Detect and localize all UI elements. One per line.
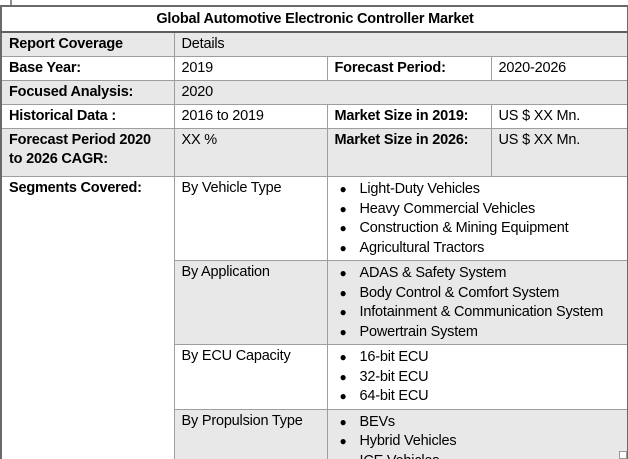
bullet-icon: ● bbox=[339, 182, 347, 196]
historical-data-value: 2016 to 2019 bbox=[173, 104, 328, 129]
bullet-icon: ● bbox=[339, 221, 347, 235]
list-item: ● Construction & Mining Equipment bbox=[335, 219, 622, 239]
bullet-icon: ● bbox=[339, 240, 347, 255]
report-coverage-label: Report Coverage bbox=[0, 31, 175, 57]
list-item: ● Light-Duty Vehicles bbox=[335, 180, 622, 200]
list-item: ● ADAS & Safety System bbox=[335, 264, 622, 284]
list-item: ● BEVs bbox=[335, 413, 622, 433]
segment-item-label: Light-Duty Vehicles bbox=[359, 181, 481, 197]
list-item: ● Powertrain System bbox=[335, 323, 622, 343]
segment-item-label: ADAS & Safety System bbox=[359, 265, 507, 281]
focused-analysis-label: Focused Analysis: bbox=[0, 80, 175, 105]
segment-item-label: Powertrain System bbox=[359, 323, 478, 340]
bullet-icon: ● bbox=[339, 414, 347, 429]
bullet-icon: ● bbox=[339, 350, 347, 364]
segment-item-label: Infotainment & Communication System bbox=[359, 304, 604, 320]
table-row: By Propulsion Type ● BEVs ● Hybrid Vehicle… bbox=[1, 408, 628, 459]
bullet-icon: ● bbox=[339, 389, 347, 403]
table-row: Global Automotive Electronic Controller … bbox=[0, 5, 628, 33]
forecast-period-label: Forecast Period: bbox=[326, 56, 492, 81]
list-item: ● 64-bit ECU bbox=[335, 387, 622, 407]
segment-item-label: 32-bit ECU bbox=[359, 368, 429, 385]
report-coverage-table: Global Automotive Electronic Controller … bbox=[0, 5, 628, 459]
table-title: Global Automotive Electronic Controller … bbox=[0, 5, 628, 33]
list-item: ● 32-bit ECU bbox=[335, 368, 622, 388]
segment-group-propulsion-type: By Propulsion Type bbox=[173, 408, 328, 459]
segment-group-application: By Application bbox=[173, 260, 328, 345]
table-row: Forecast Period 2020 to 2026 CAGR: XX % … bbox=[0, 128, 628, 177]
bullet-icon: ● bbox=[339, 305, 347, 319]
segment-group-vehicle-type: By Vehicle Type bbox=[173, 176, 328, 261]
segments-covered-label: Segments Covered: bbox=[0, 176, 175, 459]
market-size-2019-label: Market Size in 2019: bbox=[326, 104, 492, 129]
bullet-icon: ● bbox=[339, 369, 347, 384]
table-row: Segments Covered: By Vehicle Type ● Light… bbox=[0, 176, 628, 459]
table-row: Historical Data : 2016 to 2019 Market Si… bbox=[0, 104, 628, 129]
table-row: Focused Analysis: 2020 bbox=[0, 80, 628, 105]
forecast-period-value: 2020-2026 bbox=[490, 56, 628, 81]
list-item: ● Infotainment & Communication System bbox=[335, 303, 622, 323]
segment-item-label: Agricultural Tractors bbox=[359, 239, 485, 256]
market-size-2019-value: US $ XX Mn. bbox=[490, 104, 628, 129]
list-item: ● Agricultural Tractors bbox=[335, 239, 622, 259]
report-coverage-value: Details bbox=[173, 31, 628, 57]
list-item: ● Body Control & Comfort System bbox=[335, 284, 622, 304]
table-row: By ECU Capacity ● 16-bit ECU ● 32-bit ECU … bbox=[1, 344, 628, 410]
segment-item-label: 64-bit ECU bbox=[359, 388, 429, 404]
bullet-icon: ● bbox=[339, 266, 347, 280]
segment-items-ecu-capacity: ● 16-bit ECU ● 32-bit ECU ● 64-bit ECU bbox=[326, 344, 628, 410]
table-row: Base Year: 2019 Forecast Period: 2020-20… bbox=[0, 56, 628, 81]
segment-item-label: ICE Vehicles bbox=[360, 452, 440, 459]
focused-analysis-value: 2020 bbox=[173, 80, 628, 105]
cagr-value: XX % bbox=[173, 128, 328, 177]
base-year-value: 2019 bbox=[173, 56, 328, 81]
segment-item-label: BEVs bbox=[359, 413, 396, 430]
list-item: ● 16-bit ECU bbox=[335, 348, 622, 368]
bullet-icon: ● bbox=[339, 285, 347, 300]
segment-items-application: ● ADAS & Safety System ● Body Control & Co… bbox=[326, 260, 628, 345]
market-size-2026-label: Market Size in 2026: bbox=[326, 128, 492, 177]
text-cursor-mark bbox=[10, 0, 12, 7]
segment-items-propulsion-type: ●BEVs ●Hybrid Vehicles ●ICE Vehicles bbox=[326, 408, 628, 459]
segment-item-label: Construction & Mining Equipment bbox=[359, 220, 569, 236]
bullet-icon: ● bbox=[339, 324, 347, 339]
segment-group-ecu-capacity: By ECU Capacity bbox=[173, 344, 328, 410]
bullet-icon: ● bbox=[339, 201, 347, 216]
table-row: Report Coverage Details bbox=[0, 31, 628, 57]
segment-item-label: 16-bit ECU bbox=[359, 349, 429, 365]
bullet-icon: ● bbox=[339, 434, 347, 448]
cagr-label: Forecast Period 2020 to 2026 CAGR: bbox=[0, 128, 175, 177]
segment-item-label: Heavy Commercial Vehicles bbox=[359, 200, 536, 217]
base-year-label: Base Year: bbox=[0, 56, 175, 81]
list-item: ● Hybrid Vehicles bbox=[335, 432, 622, 452]
market-size-2026-value: US $ XX Mn. bbox=[490, 128, 628, 177]
bullet-icon: ● bbox=[335, 452, 360, 459]
segment-item-label: Hybrid Vehicles bbox=[359, 433, 457, 449]
table-row: By Application ● ADAS & Safety System ● Bo… bbox=[1, 260, 628, 345]
segment-items-vehicle-type: ● Light-Duty Vehicles ● Heavy Commercial V… bbox=[326, 176, 628, 261]
table-resize-handle[interactable] bbox=[619, 451, 627, 459]
historical-data-label: Historical Data : bbox=[0, 104, 175, 129]
list-item: ●ICE Vehicles bbox=[335, 452, 622, 459]
segment-item-label: Body Control & Comfort System bbox=[359, 284, 560, 301]
list-item: ● Heavy Commercial Vehicles bbox=[335, 200, 622, 220]
